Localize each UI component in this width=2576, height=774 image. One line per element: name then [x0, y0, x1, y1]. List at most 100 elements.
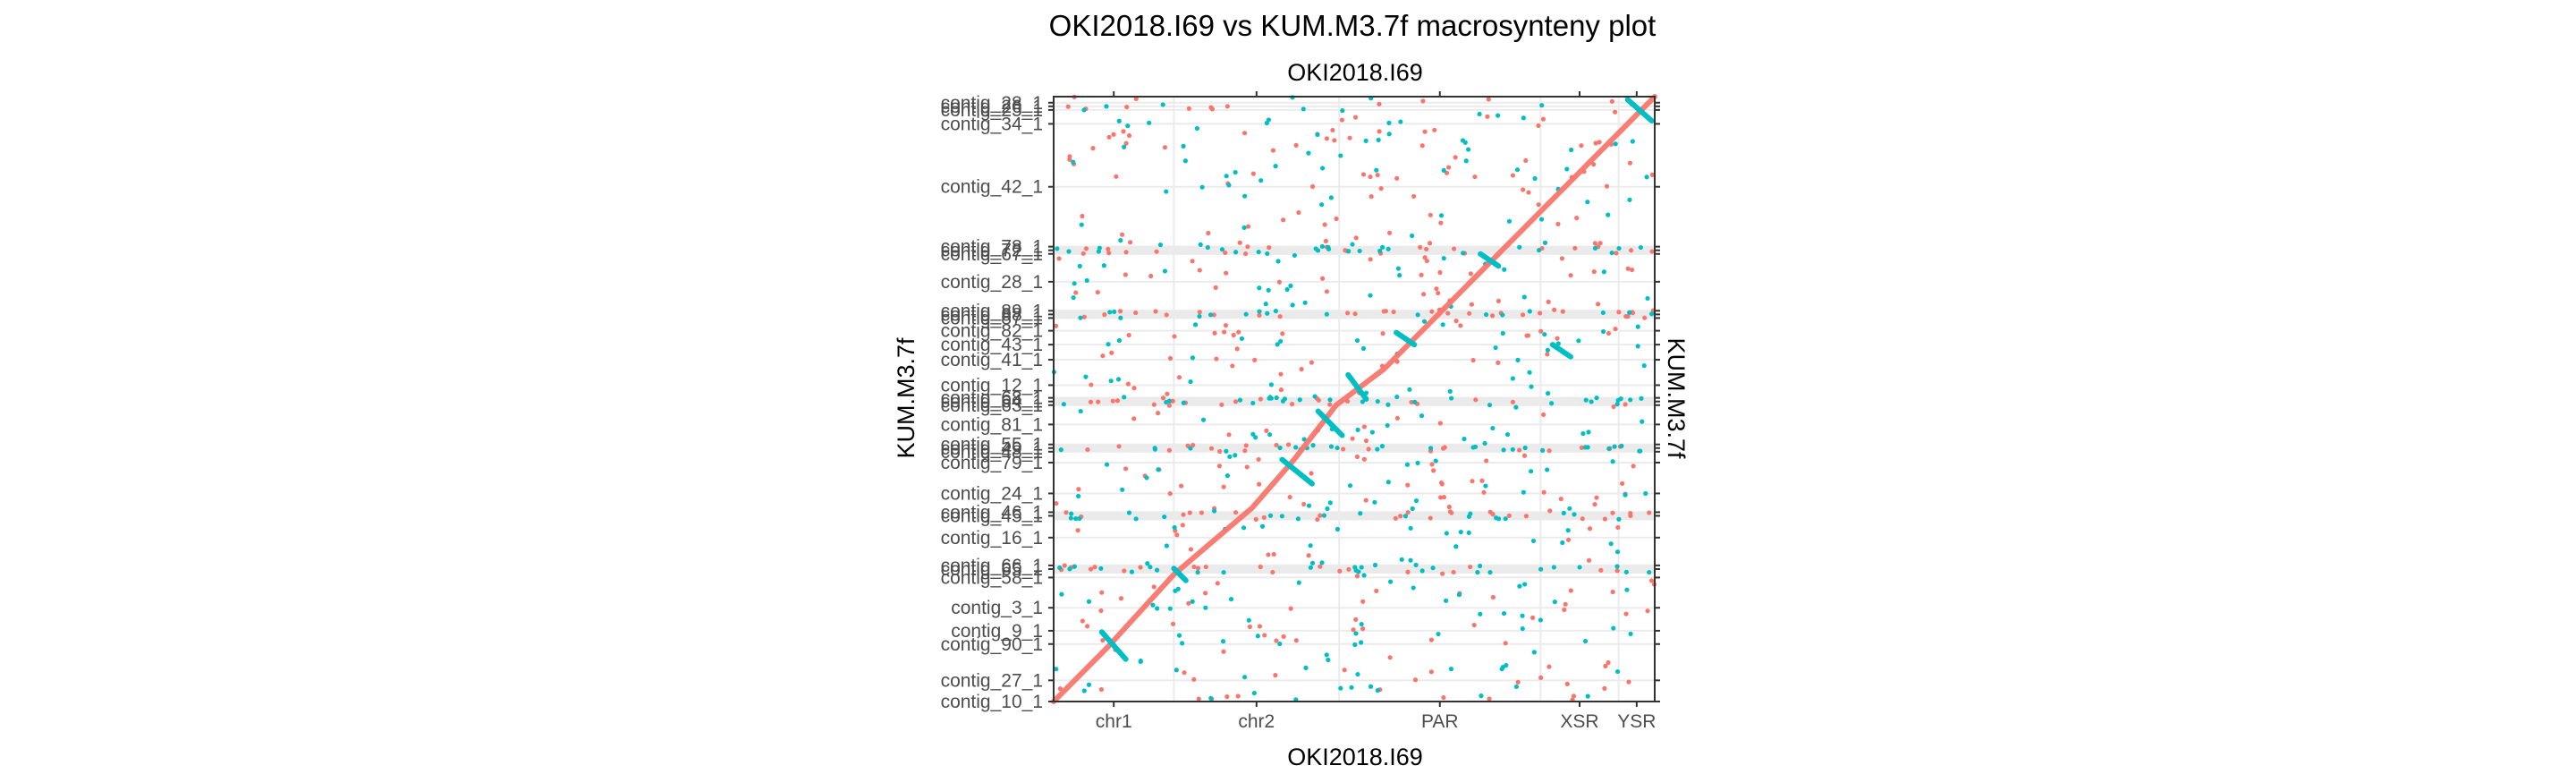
blue-point: [1133, 516, 1139, 522]
blue-point: [1338, 685, 1343, 691]
red-point: [1266, 552, 1271, 557]
red-point: [1167, 355, 1174, 361]
red-point: [1515, 679, 1521, 685]
blue-point: [1194, 125, 1199, 132]
red-point: [1615, 524, 1621, 531]
blue-point: [1188, 378, 1193, 385]
blue-point: [1363, 138, 1368, 143]
red-point: [1568, 273, 1573, 278]
red-point: [1099, 590, 1105, 595]
blue-point: [1372, 562, 1378, 568]
red-point: [1092, 565, 1097, 570]
red-point: [1523, 157, 1529, 164]
red-point: [1320, 276, 1326, 281]
blue-point: [1188, 446, 1193, 451]
y-tick-label: contig_55_1: [941, 435, 1043, 455]
blue-point: [1199, 184, 1205, 190]
blue-point: [1385, 422, 1390, 429]
red-point: [1377, 129, 1382, 134]
blue-point: [1542, 332, 1547, 337]
blue-point: [1309, 560, 1316, 566]
blue-point: [1360, 399, 1365, 404]
blue-point: [1155, 606, 1160, 611]
blue-point: [1513, 404, 1519, 410]
blue-point: [1181, 400, 1186, 405]
red-point: [1405, 509, 1411, 515]
red-point: [1186, 106, 1191, 111]
red-point: [1257, 312, 1262, 318]
red-point: [1217, 448, 1223, 455]
blue-point: [1308, 565, 1313, 570]
red-point: [1100, 353, 1106, 359]
red-point: [1520, 312, 1526, 318]
blue-point: [1156, 467, 1161, 472]
red-point: [1224, 104, 1230, 109]
blue-point: [1072, 564, 1078, 569]
blue-point: [1627, 310, 1632, 315]
blue-point: [1585, 445, 1590, 450]
red-point: [1162, 145, 1168, 150]
blue-point: [1576, 338, 1581, 344]
red-point: [1054, 501, 1059, 506]
red-point: [1526, 190, 1531, 195]
red-point: [1106, 251, 1112, 256]
red-point: [1432, 127, 1437, 132]
red-point: [1341, 447, 1346, 452]
blue-point: [1357, 248, 1362, 254]
red-point: [1165, 391, 1170, 396]
red-point: [1521, 453, 1528, 458]
blue-point: [1586, 430, 1591, 435]
blue-point: [1583, 397, 1589, 403]
blue-point: [1277, 445, 1283, 451]
blue-point: [1319, 202, 1325, 208]
blue-point: [1500, 330, 1505, 336]
red-point: [1418, 244, 1423, 250]
red-point: [1467, 310, 1472, 316]
blue-point: [1359, 621, 1364, 627]
blue-point: [1328, 444, 1335, 449]
red-point: [1616, 310, 1622, 315]
red-point: [1546, 448, 1552, 454]
blue-point: [1462, 140, 1468, 145]
red-point: [1053, 323, 1059, 328]
red-point: [1579, 445, 1585, 450]
red-point: [1224, 270, 1229, 276]
red-point: [1285, 442, 1292, 447]
red-point: [1098, 686, 1105, 693]
y-tick-label: contig_34_1: [941, 114, 1043, 134]
red-point: [1597, 241, 1603, 246]
red-point: [1179, 483, 1184, 489]
blue-point: [1419, 568, 1425, 574]
red-point: [1541, 412, 1546, 418]
red-point: [1088, 399, 1094, 404]
blue-point: [1635, 344, 1640, 349]
red-point: [1299, 367, 1304, 372]
red-point: [1281, 634, 1286, 639]
blue-point: [1205, 244, 1210, 251]
red-point: [1212, 330, 1217, 336]
red-point: [1131, 416, 1137, 421]
blue-point: [1264, 120, 1269, 126]
red-point: [1154, 249, 1159, 254]
red-point: [1211, 312, 1216, 318]
blue-point: [1190, 355, 1196, 361]
red-point: [1252, 357, 1258, 362]
y-tick-label: contig_67_1: [941, 244, 1043, 265]
blue-point: [1115, 377, 1122, 382]
blue-point: [1239, 336, 1245, 342]
blue-point: [1461, 251, 1466, 256]
blue-point: [1623, 492, 1628, 498]
blue-point: [1639, 396, 1644, 401]
blue-point: [1448, 667, 1454, 672]
red-point: [1609, 98, 1614, 104]
blue-point: [1447, 388, 1453, 394]
red-point: [1181, 512, 1186, 517]
blue-point: [1126, 510, 1132, 515]
y-tick-label: contig_43_1: [941, 335, 1043, 355]
red-point: [1241, 131, 1248, 136]
red-point: [1485, 114, 1490, 119]
blue-point: [1321, 513, 1327, 518]
red-point: [1446, 504, 1452, 510]
y-tick-label: contig_89_1: [941, 301, 1043, 321]
red-point: [1324, 136, 1329, 141]
